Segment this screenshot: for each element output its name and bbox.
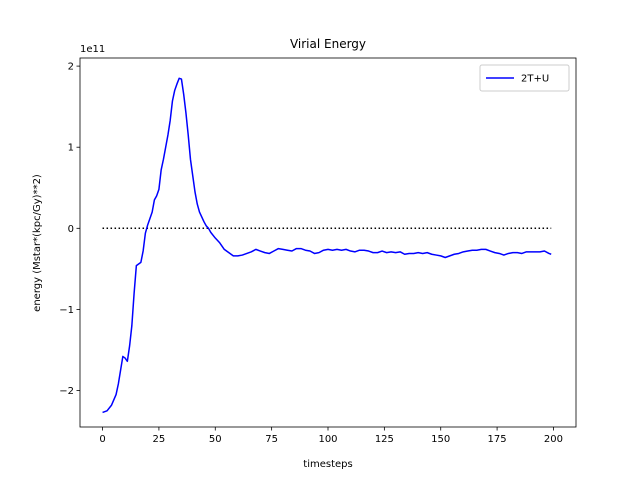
legend-box	[479, 64, 570, 92]
y-tick-label: 2	[68, 62, 74, 73]
chart-title: Virial Energy	[290, 37, 366, 51]
y-tick-label: −1	[59, 305, 74, 316]
x-tick-label: 175	[488, 434, 507, 445]
x-tick-label: 25	[153, 434, 166, 445]
x-axis-label: timesteps	[303, 459, 352, 470]
y-tick-label: 0	[68, 224, 74, 235]
legend-entry: 2T+U	[521, 74, 549, 85]
series-line-0	[102, 77, 552, 414]
y-tick-label: −2	[59, 386, 74, 397]
x-tick-label: 150	[431, 434, 450, 445]
x-tick-label: 75	[265, 434, 278, 445]
y-tick-label: 1	[68, 143, 74, 154]
x-tick-label: 200	[544, 434, 563, 445]
plot-area: 0 25 50 75 100 125 150 175 200 −2 −1 0 1 2 2T+U	[59, 57, 577, 445]
y-axis-label: energy (Mstar*(kpc/Gy)**2)	[32, 174, 43, 312]
x-tick-label: 100	[318, 434, 337, 445]
x-tick-label: 125	[375, 434, 394, 445]
x-tick-label: 50	[209, 434, 222, 445]
y-offset-text: 1e11	[80, 44, 105, 55]
x-tick-label: 0	[99, 434, 105, 445]
